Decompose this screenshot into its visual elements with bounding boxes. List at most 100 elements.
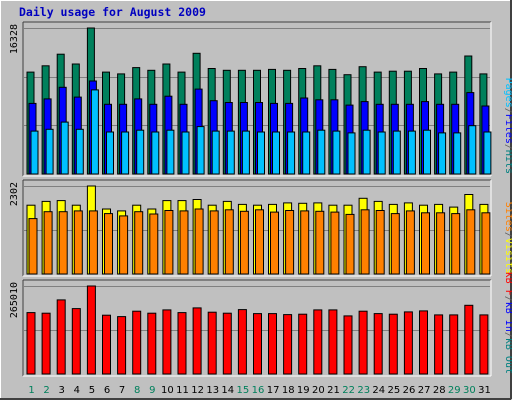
hits-bar-pages-day-3 <box>60 121 69 175</box>
sites-bar-sites-day-20 <box>315 210 325 275</box>
sites-bar-sites-day-23 <box>360 209 370 275</box>
day-label-26: 26 <box>403 385 416 396</box>
kbytes-bar-kb-f-day-6 <box>102 314 111 375</box>
sites-ymax-label: 2302 <box>9 182 20 206</box>
kbytes-bar-kb-f-day-26 <box>403 311 413 375</box>
hits-legend-part: Pages <box>503 78 512 108</box>
kbytes-legend-part: kB In <box>503 302 512 332</box>
sites-bar-sites-day-26 <box>405 210 415 275</box>
hits-bar-pages-day-25 <box>392 130 401 175</box>
sites-bar-sites-day-27 <box>421 212 430 275</box>
day-label-2: 2 <box>43 385 49 396</box>
day-label-7: 7 <box>119 385 125 396</box>
kbytes-legend-part: / <box>503 296 512 302</box>
hits-ymax-label: 16328 <box>9 24 20 54</box>
kbytes-bar-kb-f-day-8 <box>132 310 142 375</box>
sites-bar-sites-day-15 <box>239 210 249 275</box>
sites-bar-sites-day-16 <box>255 209 264 275</box>
kbytes-bar-kb-f-day-29 <box>449 314 459 375</box>
day-label-18: 18 <box>282 385 295 396</box>
kbytes-bar-kb-f-day-13 <box>207 311 217 375</box>
kbytes-bar-kb-f-day-10 <box>162 309 172 375</box>
sites-legend-part: Visits <box>503 238 512 274</box>
sites-bar-sites-day-14 <box>224 209 234 275</box>
sites-panel-legend: Sites/Visits <box>503 202 512 274</box>
day-label-8: 8 <box>134 385 140 396</box>
kbytes-bar-kb-f-day-25 <box>388 313 398 375</box>
day-label-21: 21 <box>327 385 340 396</box>
sites-legend-part: / <box>503 232 512 238</box>
sites-bar-sites-day-10 <box>164 210 174 275</box>
kbytes-bar-kb-f-day-16 <box>253 313 262 375</box>
sites-bar-sites-day-28 <box>436 212 446 275</box>
hits-bar-pages-day-16 <box>257 131 265 175</box>
hits-bar-pages-day-19 <box>302 131 311 175</box>
sites-bar-sites-day-9 <box>149 213 159 275</box>
sites-bar-sites-day-12 <box>194 208 204 275</box>
day-label-20: 20 <box>312 385 325 396</box>
kbytes-bar-kb-f-day-31 <box>479 314 489 375</box>
hits-bar-pages-day-22 <box>347 132 356 175</box>
day-label-22: 22 <box>342 385 355 396</box>
hits-bar-pages-day-28 <box>438 132 447 175</box>
hits-bar-pages-day-15 <box>241 130 250 175</box>
kbytes-bar-kb-f-day-27 <box>419 310 428 375</box>
kbytes-bar-kb-f-day-3 <box>56 299 66 375</box>
kbytes-bar-kb-f-day-22 <box>343 315 353 375</box>
day-label-4: 4 <box>74 385 80 396</box>
day-label-24: 24 <box>372 385 385 396</box>
hits-bar-pages-day-8 <box>136 129 145 175</box>
day-label-13: 13 <box>206 385 219 396</box>
sites-bar-sites-day-1 <box>28 218 38 275</box>
day-label-6: 6 <box>104 385 110 396</box>
hits-bar-pages-day-21 <box>332 130 341 175</box>
kbytes-bar-kb-f-day-2 <box>41 312 51 375</box>
hits-bar-pages-day-6 <box>106 131 114 175</box>
day-label-27: 27 <box>418 385 431 396</box>
kbytes-bar-kb-f-day-24 <box>373 313 383 375</box>
hits-bar-pages-day-29 <box>453 132 462 175</box>
day-label-16: 16 <box>252 385 265 396</box>
hits-bar-pages-day-13 <box>211 130 220 175</box>
hits-legend-text: Pages/Files/Hits <box>503 78 512 174</box>
sites-bar-sites-day-19 <box>300 210 310 275</box>
kbytes-bar-kb-f-day-17 <box>268 313 277 375</box>
hits-bar-pages-day-17 <box>272 131 280 175</box>
kbytes-legend-part: kB Out <box>503 338 512 374</box>
hits-bar-pages-day-26 <box>407 130 416 175</box>
day-label-14: 14 <box>221 385 234 396</box>
kbytes-bar-kb-f-day-18 <box>283 314 293 375</box>
sites-bar-sites-day-29 <box>451 213 461 275</box>
hits-bar-pages-day-20 <box>317 129 326 175</box>
kbytes-bar-kb-f-day-4 <box>71 308 81 375</box>
sites-bar-sites-day-17 <box>270 211 279 275</box>
hits-bar-pages-day-31 <box>483 131 492 175</box>
kbytes-ymax-label: 265010 <box>9 282 20 318</box>
day-label-29: 29 <box>448 385 461 396</box>
kbytes-bar-kb-f-day-15 <box>237 309 247 375</box>
sites-legend-part: Sites <box>503 202 512 232</box>
kbytes-legend-part: kB F <box>503 272 512 296</box>
sites-bar-sites-day-18 <box>285 210 295 275</box>
kbytes-bar-kb-f-day-5 <box>86 285 96 375</box>
hits-bar-pages-day-5 <box>90 89 99 175</box>
day-label-9: 9 <box>149 385 155 396</box>
day-label-28: 28 <box>433 385 446 396</box>
hits-panel <box>22 21 492 177</box>
kbytes-bar-kb-f-day-9 <box>147 312 157 375</box>
kbytes-bar-kb-f-day-14 <box>222 312 232 375</box>
hits-legend-part: Files <box>503 114 512 144</box>
hits-bar-pages-day-23 <box>362 129 371 175</box>
kbytes-bar-kb-f-day-30 <box>464 304 474 375</box>
kbytes-legend-text: kB F/kB In/kB Out <box>503 272 512 374</box>
sites-bar-sites-day-8 <box>134 211 144 275</box>
day-label-15: 15 <box>237 385 250 396</box>
kbytes-bar-kb-f-day-21 <box>328 309 338 375</box>
sites-panel <box>22 179 492 277</box>
sites-bar-sites-day-21 <box>330 211 340 275</box>
hits-bar-pages-day-2 <box>45 128 54 175</box>
sites-bar-sites-day-2 <box>43 211 53 275</box>
hits-legend-part: Hits <box>503 150 512 174</box>
